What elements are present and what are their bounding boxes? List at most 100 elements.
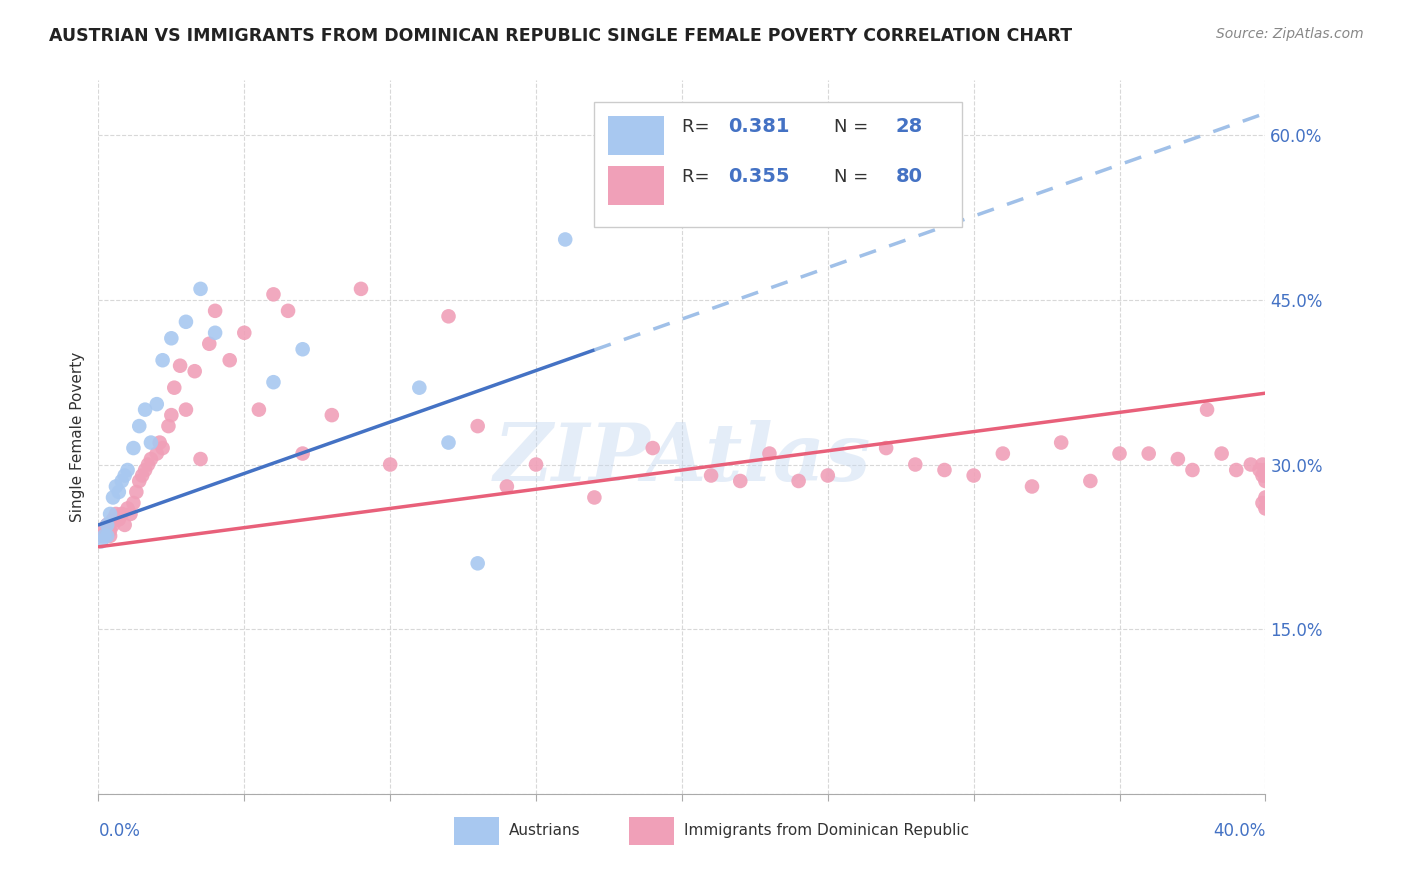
Point [262, 375, 284, 389]
Point [321, 408, 343, 422]
Point [134, 402, 156, 417]
Point [114, 517, 136, 532]
Point [152, 353, 174, 368]
Text: 0.381: 0.381 [728, 117, 790, 136]
Point [962, 468, 984, 483]
Point [787, 474, 810, 488]
Text: 0.0%: 0.0% [98, 822, 141, 840]
Point [149, 435, 172, 450]
Point [122, 441, 145, 455]
Point [160, 408, 183, 422]
Point [277, 303, 299, 318]
Point [1137, 446, 1160, 460]
Point [904, 458, 927, 472]
Text: ZIPAtlas: ZIPAtlas [494, 420, 870, 497]
FancyBboxPatch shape [630, 817, 673, 846]
Point [163, 381, 186, 395]
Point [90, 534, 112, 549]
Point [730, 474, 752, 488]
Point [204, 303, 226, 318]
Point [90, 529, 112, 543]
Point [598, 178, 620, 192]
Point [1254, 491, 1277, 505]
Y-axis label: Single Female Poverty: Single Female Poverty [69, 352, 84, 522]
Point [1254, 501, 1277, 516]
Point [1167, 452, 1189, 467]
Point [183, 364, 205, 378]
Point [96, 517, 118, 532]
Text: 28: 28 [896, 117, 922, 136]
Text: 0.355: 0.355 [728, 167, 790, 186]
Point [437, 435, 460, 450]
Point [1108, 446, 1130, 460]
Point [198, 336, 221, 351]
Point [496, 479, 519, 493]
Point [111, 507, 134, 521]
Text: R=: R= [682, 118, 716, 136]
Point [1211, 446, 1233, 460]
Point [934, 463, 956, 477]
Point [134, 463, 156, 477]
Point [991, 446, 1014, 460]
Point [1225, 463, 1247, 477]
Point [96, 517, 118, 532]
Point [98, 507, 121, 521]
Point [1181, 463, 1204, 477]
Point [408, 381, 430, 395]
Point [291, 446, 314, 460]
Text: N =: N = [834, 118, 868, 136]
Point [1249, 463, 1271, 477]
Point [817, 468, 839, 483]
Point [152, 441, 174, 455]
Point [467, 419, 489, 434]
Point [157, 419, 180, 434]
Point [700, 468, 723, 483]
Point [1021, 479, 1043, 493]
Point [93, 529, 115, 543]
Point [128, 474, 150, 488]
Point [101, 491, 124, 505]
Point [1080, 474, 1102, 488]
Point [218, 353, 240, 368]
Point [875, 441, 897, 455]
Point [117, 501, 139, 516]
Point [146, 446, 169, 460]
Point [1254, 468, 1277, 483]
Text: AUSTRIAN VS IMMIGRANTS FROM DOMINICAN REPUBLIC SINGLE FEMALE POVERTY CORRELATION: AUSTRIAN VS IMMIGRANTS FROM DOMINICAN RE… [49, 27, 1073, 45]
Point [583, 491, 606, 505]
Point [291, 343, 314, 357]
Text: Austrians: Austrians [509, 823, 581, 838]
Point [120, 507, 142, 521]
Point [93, 524, 115, 538]
Point [190, 282, 212, 296]
Point [128, 419, 150, 434]
Point [190, 452, 212, 467]
Point [262, 287, 284, 301]
Point [108, 512, 131, 526]
Point [467, 557, 489, 571]
Point [114, 468, 136, 483]
Point [169, 359, 191, 373]
Point [1050, 435, 1073, 450]
Point [96, 529, 118, 543]
Text: 80: 80 [896, 167, 922, 186]
Point [104, 512, 127, 526]
Point [122, 496, 145, 510]
Text: R=: R= [682, 168, 716, 186]
Text: N =: N = [834, 168, 868, 186]
Point [758, 446, 780, 460]
Point [101, 517, 124, 532]
Point [524, 458, 547, 472]
Point [104, 479, 127, 493]
Point [146, 397, 169, 411]
Point [554, 232, 576, 246]
Text: Source: ZipAtlas.com: Source: ZipAtlas.com [1216, 27, 1364, 41]
Point [204, 326, 226, 340]
Point [1251, 496, 1274, 510]
Point [437, 310, 460, 324]
FancyBboxPatch shape [454, 817, 499, 846]
Point [125, 485, 148, 500]
Point [139, 452, 162, 467]
Point [98, 524, 121, 538]
Point [104, 507, 127, 521]
